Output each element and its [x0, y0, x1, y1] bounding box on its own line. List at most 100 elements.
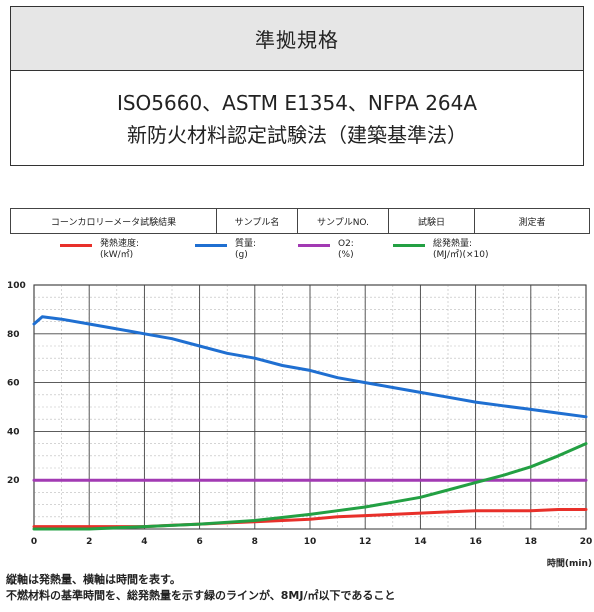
series-point-1: [198, 345, 201, 347]
result-title: コーンカロリーメータ試験結果: [11, 209, 217, 233]
legend-swatch-heat-release: [60, 244, 92, 247]
x-tick-label: 14: [414, 537, 427, 547]
series-point-0: [529, 509, 532, 512]
y-tick-label: 80: [7, 330, 20, 340]
x-tick-label: 8: [252, 537, 258, 547]
x-tick-label: 4: [141, 537, 147, 547]
series-point-3: [33, 528, 35, 530]
series-point-0: [474, 509, 477, 512]
series-point-0: [502, 509, 505, 512]
series-point-1: [253, 357, 256, 360]
series-point-1: [529, 408, 532, 411]
series-point-1: [364, 381, 367, 384]
series-point-2: [33, 479, 35, 482]
standards-line-2: 新防火材料認定試験法（建築基準法）: [127, 122, 467, 147]
cone-calorimeter-chart: コーンカロリーメータ試験結果 サンプル名 サンプルNO. 試験日 測定者 発熱速…: [0, 197, 594, 612]
standards-table: 準拠規格 ISO5660、ASTM E1354、NFPA 264A 新防火材料認…: [10, 6, 584, 166]
standards-line-1: ISO5660、ASTM E1354、NFPA 264A: [116, 90, 478, 115]
x-tick-label: 6: [196, 537, 202, 547]
series-point-1: [88, 323, 91, 325]
series-point-0: [447, 511, 449, 513]
legend-unit-mass: (g): [235, 250, 248, 260]
series-point-0: [585, 508, 587, 511]
x-axis-label: 時間(min): [547, 557, 592, 569]
series-point-3: [364, 506, 367, 508]
legend-total-heat: 総発熱量: (MJ/㎡)(×10): [393, 239, 489, 261]
note-line-2: 不燃材料の基準時間を、総発熱量を示す緑のラインが、8MJ/㎡以下であること: [6, 589, 396, 602]
y-tick-label: 60: [7, 379, 20, 389]
legend-label-heat-release: 発熱速度:: [100, 239, 140, 249]
tester-header: 測定者: [518, 217, 546, 228]
y-tick-label: 100: [7, 281, 26, 291]
series-point-1: [143, 332, 146, 335]
test-date-header: 試験日: [389, 209, 475, 233]
legend-unit-heat-release: (kW/㎡): [100, 250, 134, 260]
chart-notes: 縦軸は発熱量、横軸は時間を表す。 不燃材料の基準時間を、総発熱量を示す緑のライン…: [6, 572, 594, 604]
legend-swatch-o2: [298, 244, 330, 247]
note-line-1: 縦軸は発熱量、横軸は時間を表す。: [6, 573, 181, 586]
sample-name-header: サンプル名: [217, 209, 298, 233]
series-point-1: [502, 404, 505, 407]
series-point-0: [419, 512, 422, 515]
legend-swatch-total-heat: [393, 244, 425, 247]
series-point-1: [281, 364, 284, 367]
legend-heat-release: 発熱速度: (kW/㎡): [60, 239, 139, 261]
series-point-3: [529, 465, 532, 468]
series-point-1: [171, 337, 173, 340]
series-point-2: [585, 479, 587, 482]
legend-label-mass: 質量:: [235, 239, 257, 249]
series-point-3: [585, 442, 587, 445]
x-tick-label: 20: [580, 537, 593, 547]
y-tick-label: 40: [7, 427, 20, 437]
series-point-0: [557, 508, 560, 511]
series-point-1: [474, 401, 477, 404]
series-point-0: [309, 518, 311, 521]
x-tick-label: 12: [359, 537, 372, 547]
series-point-3: [447, 489, 449, 491]
series-point-0: [60, 525, 63, 528]
legend-label-o2: O2:: [338, 239, 354, 249]
series-point-3: [557, 454, 560, 457]
x-tick-label: 2: [86, 537, 92, 547]
x-tick-label: 16: [469, 537, 482, 547]
x-tick-label: 18: [525, 537, 538, 547]
series-point-1: [447, 396, 449, 399]
chart-plot: 20 40 60 80 100 0 2 4 6 8 10 12 14 16 18 20 時間(min): [7, 281, 593, 569]
series-point-0: [336, 515, 339, 518]
legend-unit-total-heat: (MJ/㎡)(×10): [433, 250, 489, 260]
legend-label-total-heat: 総発熱量:: [433, 239, 473, 249]
chart-series: [32, 315, 588, 531]
legend-unit-o2: (%): [338, 250, 354, 260]
series-point-3: [253, 519, 256, 522]
sample-no-header: サンプルNO.: [298, 209, 389, 233]
series-point-1: [557, 412, 560, 414]
series-point-1: [391, 386, 394, 389]
series-point-0: [281, 519, 284, 522]
series-point-1: [33, 323, 35, 325]
chart-legend: 発熱速度: (kW/㎡) 質量: (g) O2: (%) 総発熱量: (MJ/㎡)(×1…: [40, 239, 590, 269]
result-header-table: コーンカロリーメータ試験結果 サンプル名 サンプルNO. 試験日 測定者: [10, 208, 590, 234]
series-point-3: [391, 501, 394, 504]
series-line-1: [32, 315, 588, 419]
series-point-1: [585, 415, 587, 418]
standards-header: 準拠規格: [11, 7, 583, 71]
x-tick-label: 10: [304, 537, 317, 547]
legend-swatch-mass: [195, 244, 227, 247]
series-point-3: [88, 528, 91, 530]
series-point-0: [33, 525, 35, 528]
series-point-1: [309, 369, 311, 372]
series-point-1: [336, 376, 339, 379]
x-tick-label: 0: [31, 537, 37, 547]
series-line-3: [32, 442, 588, 531]
series-point-1: [60, 318, 63, 321]
y-tick-label: 20: [7, 476, 20, 486]
series-point-3: [419, 496, 422, 499]
legend-o2: O2: (%): [298, 239, 354, 261]
series-point-1: [41, 315, 44, 318]
series-point-3: [336, 509, 339, 512]
series-point-3: [502, 474, 505, 477]
series-point-3: [474, 481, 477, 484]
series-point-0: [364, 514, 367, 517]
standards-body: ISO5660、ASTM E1354、NFPA 264A 新防火材料認定試験法（…: [11, 71, 583, 166]
series-point-3: [309, 513, 311, 516]
